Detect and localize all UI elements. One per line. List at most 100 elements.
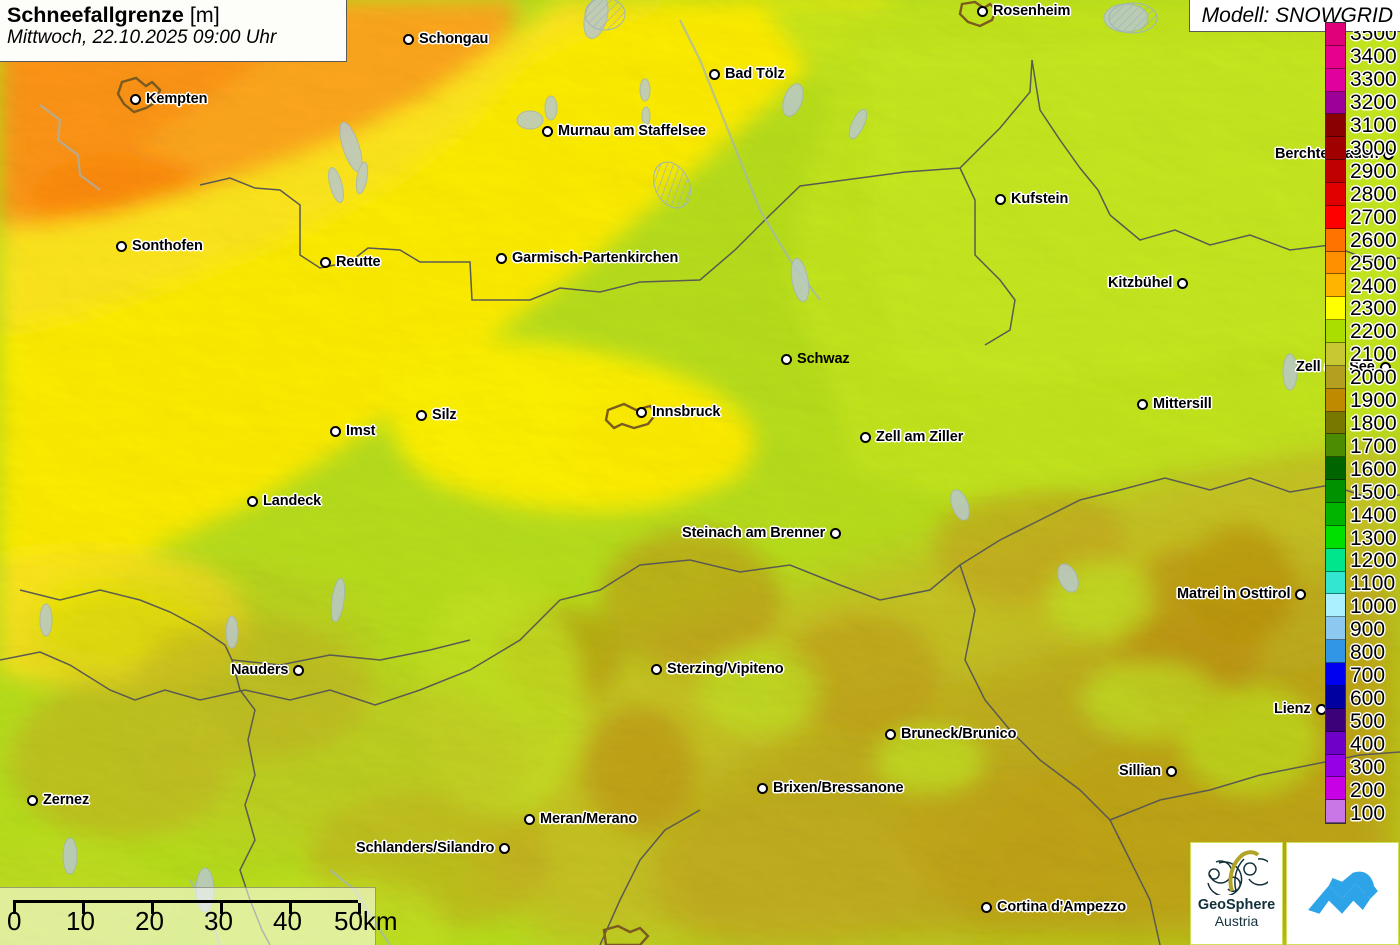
legend-value-1400: 1400 xyxy=(1350,503,1397,527)
legend-value-1600: 1600 xyxy=(1350,457,1397,481)
legend-swatch-3300 xyxy=(1326,68,1345,92)
model-card: Modell: SNOWGRID xyxy=(1188,0,1400,32)
city-name: Steinach am Brenner xyxy=(682,525,826,541)
city-label-kufstein: Kufstein xyxy=(995,191,1068,207)
city-marker-icon xyxy=(1166,765,1178,777)
legend-value-3300: 3300 xyxy=(1350,68,1397,92)
city-marker-icon xyxy=(27,794,38,806)
city-label-nauders: Nauders xyxy=(231,662,305,678)
city-label-meran-merano: Meran/Merano xyxy=(524,811,637,827)
legend-swatch-1000 xyxy=(1326,594,1345,618)
geosphere-line2: Austria xyxy=(1214,913,1259,929)
distance-scale-bar: 0 10 20 30 40 50km xyxy=(0,887,398,945)
scale-tick xyxy=(82,903,85,914)
city-label-bruneck-brunico: Bruneck/Brunico xyxy=(885,726,1016,742)
geosphere-austria-logo: GeoSphere Austria xyxy=(1190,842,1283,945)
city-name: Meran/Merano xyxy=(540,811,638,827)
legend-value-1000: 1000 xyxy=(1350,595,1397,619)
city-marker-icon xyxy=(830,527,842,539)
logo-strip: GeoSphere Austria xyxy=(1190,842,1399,945)
city-name: Sonthofen xyxy=(132,238,203,254)
city-name: Reutte xyxy=(336,254,381,270)
legend-swatch-2800 xyxy=(1326,183,1345,206)
legend-value-2500: 2500 xyxy=(1350,251,1397,275)
legend-swatch-2100 xyxy=(1326,343,1345,366)
page-title: Schneefallgrenze [m] xyxy=(7,3,338,27)
geosphere-line1: GeoSphere xyxy=(1197,897,1276,913)
city-name: Schlanders/Silandro xyxy=(356,840,495,856)
city-label-matrei-in-osttirol: Matrei in Osttirol xyxy=(1177,586,1307,602)
city-name: Kitzbühel xyxy=(1108,275,1173,291)
legend-value-2700: 2700 xyxy=(1350,205,1397,229)
city-name: Lienz xyxy=(1274,701,1311,717)
legend-swatch-3200 xyxy=(1326,91,1345,115)
city-label-mittersill: Mittersill xyxy=(1137,396,1212,412)
parameter-name: Schneefallgrenze xyxy=(7,3,184,27)
city-name: Brixen/Bressanone xyxy=(773,780,904,796)
legend-swatch-1800 xyxy=(1326,411,1345,435)
legend-swatch-900 xyxy=(1326,617,1345,641)
scale-tick-label: 30 xyxy=(204,906,233,936)
city-name: Cortina d'Ampezzo xyxy=(997,899,1127,915)
legend-swatch-500 xyxy=(1326,708,1345,732)
city-label-garmisch-partenkirchen: Garmisch-Partenkirchen xyxy=(496,250,678,266)
city-marker-icon xyxy=(1379,361,1391,373)
legend-swatch-700 xyxy=(1326,663,1345,686)
legend-swatch-800 xyxy=(1326,640,1345,664)
city-label-kitzb-hel: Kitzbühel xyxy=(1108,275,1189,291)
rivers xyxy=(39,19,821,945)
city-marker-icon xyxy=(130,93,141,105)
legend-swatch-300 xyxy=(1326,754,1345,778)
city-marker-icon xyxy=(860,431,871,443)
scale-tick-label: 0 xyxy=(7,906,22,936)
city-label-cortina-d-ampezzo: Cortina d'Ampezzo xyxy=(981,899,1126,915)
legend-swatch-2300 xyxy=(1326,297,1345,321)
city-name: Rosenheim xyxy=(993,3,1071,19)
legend-swatch-1600 xyxy=(1326,457,1345,481)
legend-value-3200: 3200 xyxy=(1350,91,1397,115)
legend-value-400: 400 xyxy=(1350,732,1386,756)
legend-swatch-600 xyxy=(1326,685,1345,709)
city-name: Silz xyxy=(432,407,457,423)
legend-value-1900: 1900 xyxy=(1350,389,1397,413)
model-label: Modell: SNOWGRID xyxy=(1201,3,1393,27)
scale-tick-labels: 0 10 20 30 40 50km xyxy=(0,906,398,942)
city-name: Kufstein xyxy=(1011,191,1069,207)
blue-mountain-logo xyxy=(1286,842,1399,945)
scale-tick xyxy=(289,903,292,914)
city-marker-icon xyxy=(636,406,647,418)
legend-swatch-2500 xyxy=(1326,251,1345,275)
legend-swatch-1500 xyxy=(1326,480,1345,504)
city-marker-icon xyxy=(403,33,414,45)
city-name: Zernez xyxy=(43,792,90,808)
scale-tick xyxy=(13,903,16,914)
city-name: Imst xyxy=(346,423,376,439)
urban-outlines xyxy=(116,0,998,945)
geosphere-mark-icon xyxy=(1206,850,1268,895)
city-label-innsbruck: Innsbruck xyxy=(636,404,721,420)
scale-tick xyxy=(220,903,223,914)
legend-value-2100: 2100 xyxy=(1350,343,1397,367)
colour-scale-legend: 3500 3400 3300 3200 3100 3000 2900 2800 2700 2600… xyxy=(1325,22,1400,824)
city-label-zell-am-ziller: Zell am Ziller xyxy=(860,429,963,445)
legend-swatch-1400 xyxy=(1326,503,1345,526)
national-borders xyxy=(0,59,1400,945)
city-marker-icon xyxy=(320,256,331,268)
city-marker-icon xyxy=(651,663,662,675)
legend-value-2900: 2900 xyxy=(1350,159,1397,183)
city-marker-icon xyxy=(293,664,305,676)
legend-value-900: 900 xyxy=(1350,618,1386,642)
city-label-sillian: Sillian xyxy=(1119,763,1178,779)
scale-tick xyxy=(358,903,361,914)
city-marker-icon xyxy=(1295,588,1307,600)
legend-value-700: 700 xyxy=(1350,664,1386,688)
legend-value-1300: 1300 xyxy=(1350,526,1397,550)
city-marker-icon xyxy=(416,409,427,421)
legend-value-3000: 3000 xyxy=(1350,137,1397,161)
legend-value-2800: 2800 xyxy=(1350,182,1397,206)
legend-value-800: 800 xyxy=(1350,641,1386,665)
city-name: Innsbruck xyxy=(652,404,721,420)
city-label-bad-t-lz: Bad Tölz xyxy=(709,66,785,82)
